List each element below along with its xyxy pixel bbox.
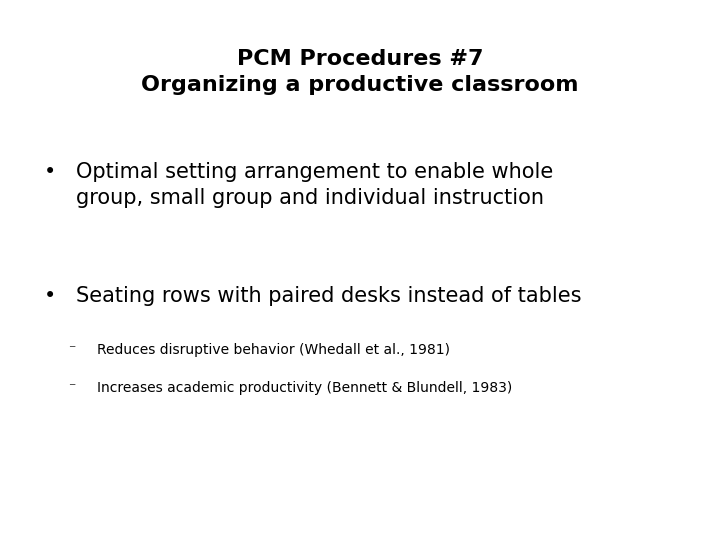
Text: Seating rows with paired desks instead of tables: Seating rows with paired desks instead o… (76, 286, 581, 306)
Text: ⁻: ⁻ (68, 381, 76, 395)
Text: Reduces disruptive behavior (Whedall et al., 1981): Reduces disruptive behavior (Whedall et … (97, 343, 450, 357)
Text: •: • (44, 162, 57, 182)
Text: Optimal setting arrangement to enable whole
group, small group and individual in: Optimal setting arrangement to enable wh… (76, 162, 553, 207)
Text: Increases academic productivity (Bennett & Blundell, 1983): Increases academic productivity (Bennett… (97, 381, 513, 395)
Text: •: • (44, 286, 57, 306)
Text: ⁻: ⁻ (68, 343, 76, 357)
Text: PCM Procedures #7
Organizing a productive classroom: PCM Procedures #7 Organizing a productiv… (141, 49, 579, 95)
